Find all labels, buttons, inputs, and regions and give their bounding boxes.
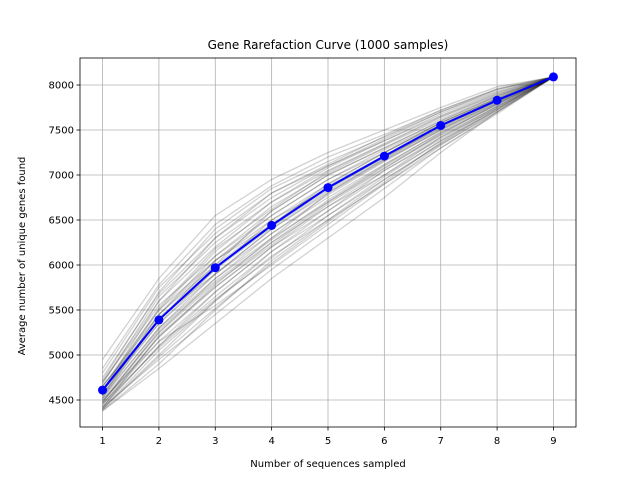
mean-point	[98, 385, 108, 395]
x-tick-label: 1	[99, 436, 105, 447]
sample-line	[102, 76, 554, 410]
grid-lines	[80, 58, 576, 427]
sample-line	[102, 76, 554, 404]
y-tick-label: 7500	[49, 126, 74, 137]
x-tick-label: 6	[381, 436, 387, 447]
sample-line	[102, 76, 554, 409]
mean-point	[548, 72, 558, 82]
sample-line	[102, 76, 554, 405]
sample-line	[102, 76, 554, 411]
sample-line	[102, 76, 554, 396]
sample-line	[102, 76, 554, 392]
sample-line	[102, 76, 554, 383]
sample-line	[102, 76, 554, 405]
mean-point	[323, 183, 333, 193]
sample-line	[102, 76, 554, 412]
y-tick-label: 4500	[49, 396, 74, 407]
mean-point	[267, 220, 277, 230]
sample-line	[102, 76, 554, 378]
y-axis-ticks: 4500 5000 5500 6000 6500 7000 7500 8000	[49, 81, 80, 407]
y-axis-label: Average number of unique genes found	[17, 157, 28, 356]
sample-line	[102, 76, 554, 401]
mean-point	[379, 151, 389, 161]
mean-point	[210, 263, 220, 273]
sample-line	[102, 76, 554, 369]
sample-line	[102, 76, 554, 403]
mean-point	[492, 95, 502, 105]
sample-line	[101, 76, 554, 385]
mean-series	[98, 72, 558, 395]
sample-line	[102, 76, 554, 408]
y-tick-label: 8000	[49, 81, 74, 92]
x-tick-label: 4	[268, 436, 274, 447]
x-tick-label: 3	[212, 436, 218, 447]
sample-line	[102, 76, 554, 412]
sample-line	[102, 76, 554, 407]
x-tick-label: 7	[438, 436, 444, 447]
sample-line	[102, 76, 554, 405]
sample-line	[102, 76, 554, 383]
mean-point	[154, 315, 164, 325]
y-tick-label: 5500	[49, 306, 74, 317]
sample-line	[102, 76, 554, 403]
sample-line	[102, 76, 554, 374]
mean-point	[436, 121, 446, 130]
x-tick-label: 8	[494, 436, 500, 447]
sample-line	[102, 76, 554, 408]
y-tick-label: 7000	[49, 171, 74, 182]
y-tick-label: 5000	[49, 351, 74, 362]
sample-line	[102, 76, 554, 387]
sample-line	[102, 76, 554, 410]
sample-line	[101, 76, 554, 381]
x-axis-ticks: 1 2 3 4 5 6 7 8 9	[99, 427, 557, 447]
sample-line	[102, 76, 554, 391]
chart-title: Gene Rarefaction Curve (1000 samples)	[208, 38, 449, 52]
sample-line	[102, 76, 554, 399]
x-tick-label: 2	[156, 436, 162, 447]
sample-line	[101, 76, 554, 392]
x-axis-label: Number of sequences sampled	[250, 459, 405, 470]
sample-line	[102, 76, 554, 401]
x-tick-label: 9	[550, 436, 556, 447]
sample-line	[102, 76, 554, 360]
y-tick-label: 6000	[49, 261, 74, 272]
sample-line	[102, 76, 554, 396]
y-tick-label: 6500	[49, 216, 74, 227]
sample-line	[102, 76, 554, 387]
x-tick-label: 5	[325, 436, 331, 447]
